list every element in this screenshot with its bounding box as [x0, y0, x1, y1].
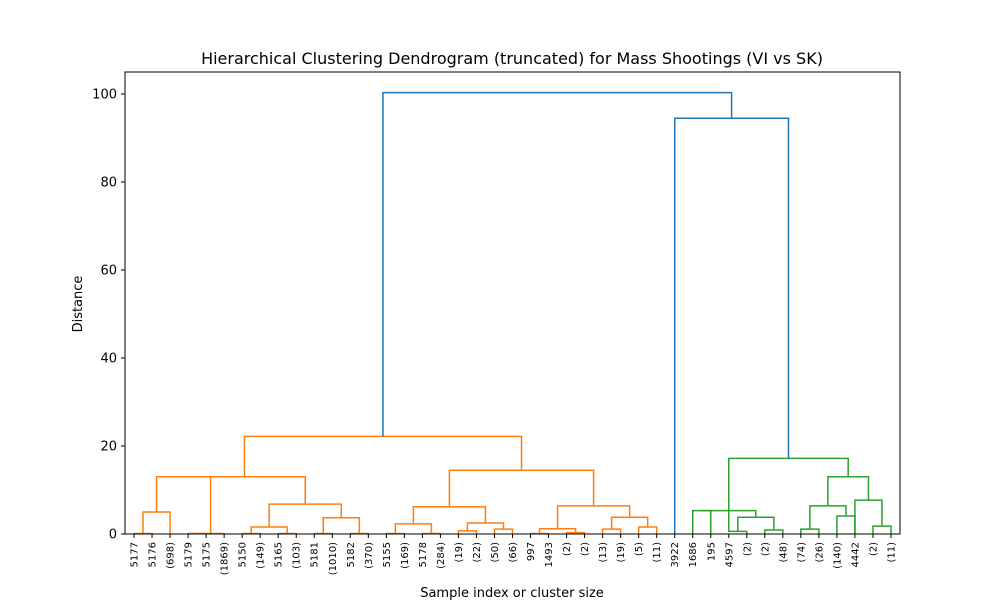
- dendrogram-links: [133, 91, 892, 535]
- dendrogram-link-36: [809, 505, 847, 530]
- dendrogram-link-32: [737, 516, 775, 532]
- dendrogram-link-24: [637, 526, 658, 534]
- dendrogram-link-39: [827, 476, 870, 506]
- dendrogram-link-33: [701, 509, 757, 518]
- dendrogram-link-17: [493, 528, 514, 534]
- y-axis-label: Distance: [71, 276, 86, 333]
- dendrogram-link-29: [691, 509, 712, 534]
- dendrogram-link-31: [764, 529, 784, 534]
- dendrogram-link-37: [872, 525, 892, 534]
- y-tick-label: 40: [100, 352, 117, 367]
- x-tick-label: 4597: [724, 542, 735, 567]
- y-tick-label: 60: [100, 264, 117, 279]
- x-tick-label: 5177: [130, 542, 141, 567]
- x-tick-label: 5182: [346, 542, 357, 567]
- x-tick-label: (1010): [328, 542, 339, 575]
- x-tick-label: 5178: [418, 542, 429, 567]
- x-tick-label: (22): [472, 542, 483, 563]
- x-tick-label: (169): [400, 542, 411, 569]
- x-tick-label: (19): [616, 542, 627, 563]
- x-tick-label: 195: [706, 542, 717, 561]
- x-axis-label: Sample index or cluster size: [420, 586, 604, 600]
- x-axis-ticks: 5177 5176 (698) 5179 5175 (1869) 5150 (149) 5165…: [130, 534, 897, 575]
- x-tick-label: 997: [526, 542, 537, 561]
- x-tick-label: (2): [580, 542, 591, 556]
- x-tick-label: 5165: [274, 542, 285, 567]
- x-tick-label: (284): [436, 542, 447, 569]
- y-axis-ticks: 0 20 40 60 80 100: [92, 88, 125, 543]
- y-tick-label: 20: [100, 440, 117, 455]
- x-tick-label: 1493: [544, 542, 555, 567]
- x-tick-label: (149): [256, 542, 267, 569]
- x-tick-label: (5): [634, 542, 645, 556]
- x-tick-label: (74): [796, 542, 807, 563]
- dendrogram-link-40: [728, 457, 849, 511]
- dendrogram-link-41: [673, 117, 790, 534]
- x-tick-label: 5176: [148, 542, 159, 567]
- x-tick-label: 3922: [670, 542, 681, 567]
- dendrogram-link-19: [412, 505, 487, 524]
- x-tick-label: (26): [814, 542, 825, 563]
- x-tick-label: (2): [742, 542, 753, 556]
- dendrogram-link-35: [836, 515, 856, 534]
- dendrogram-link-15: [394, 523, 433, 534]
- y-tick-label: 100: [92, 88, 117, 103]
- x-tick-label: 1686: [688, 542, 699, 567]
- x-tick-label: (13): [598, 542, 609, 563]
- x-tick-label: 5155: [382, 542, 393, 567]
- x-tick-label: 5179: [184, 542, 195, 567]
- x-tick-label: 4442: [850, 542, 861, 567]
- dendrogram-link-12: [183, 476, 306, 505]
- dendrogram-link-27: [448, 469, 595, 507]
- dendrogram-link-4: [155, 476, 212, 534]
- x-tick-label: (2): [760, 542, 771, 556]
- chart-title: Hierarchical Clustering Dendrogram (trun…: [201, 49, 823, 68]
- x-tick-label: 5181: [310, 542, 321, 567]
- y-tick-label: 80: [100, 176, 117, 191]
- x-tick-label: (2): [868, 542, 879, 556]
- x-tick-label: (48): [778, 542, 789, 563]
- dendrogram-link-7: [250, 526, 288, 534]
- x-tick-label: (370): [364, 542, 375, 569]
- x-tick-label: 5150: [238, 542, 249, 567]
- x-tick-label: (698): [166, 542, 177, 569]
- x-tick-label: (11): [652, 542, 663, 563]
- dendrogram-link-38: [854, 499, 883, 534]
- dendrogram-link-10: [322, 516, 361, 534]
- x-tick-label: (103): [292, 542, 303, 569]
- x-tick-label: (19): [454, 542, 465, 563]
- y-tick-label: 0: [109, 528, 117, 543]
- x-tick-label: (140): [832, 542, 843, 569]
- dendrogram-link-11: [268, 503, 343, 527]
- plot-frame: [124, 71, 901, 535]
- dendrogram-link-34: [800, 528, 820, 534]
- dendrogram-link-42: [382, 91, 733, 437]
- x-tick-label: (50): [490, 542, 501, 563]
- x-tick-label: (66): [508, 542, 519, 563]
- dendrogram-link-1: [142, 511, 171, 534]
- x-tick-label: (11): [886, 542, 897, 563]
- dendrogram-link-23: [601, 528, 622, 534]
- x-tick-label: 5175: [202, 542, 213, 567]
- x-tick-label: (2): [562, 542, 573, 556]
- x-tick-label: (1869): [220, 542, 231, 575]
